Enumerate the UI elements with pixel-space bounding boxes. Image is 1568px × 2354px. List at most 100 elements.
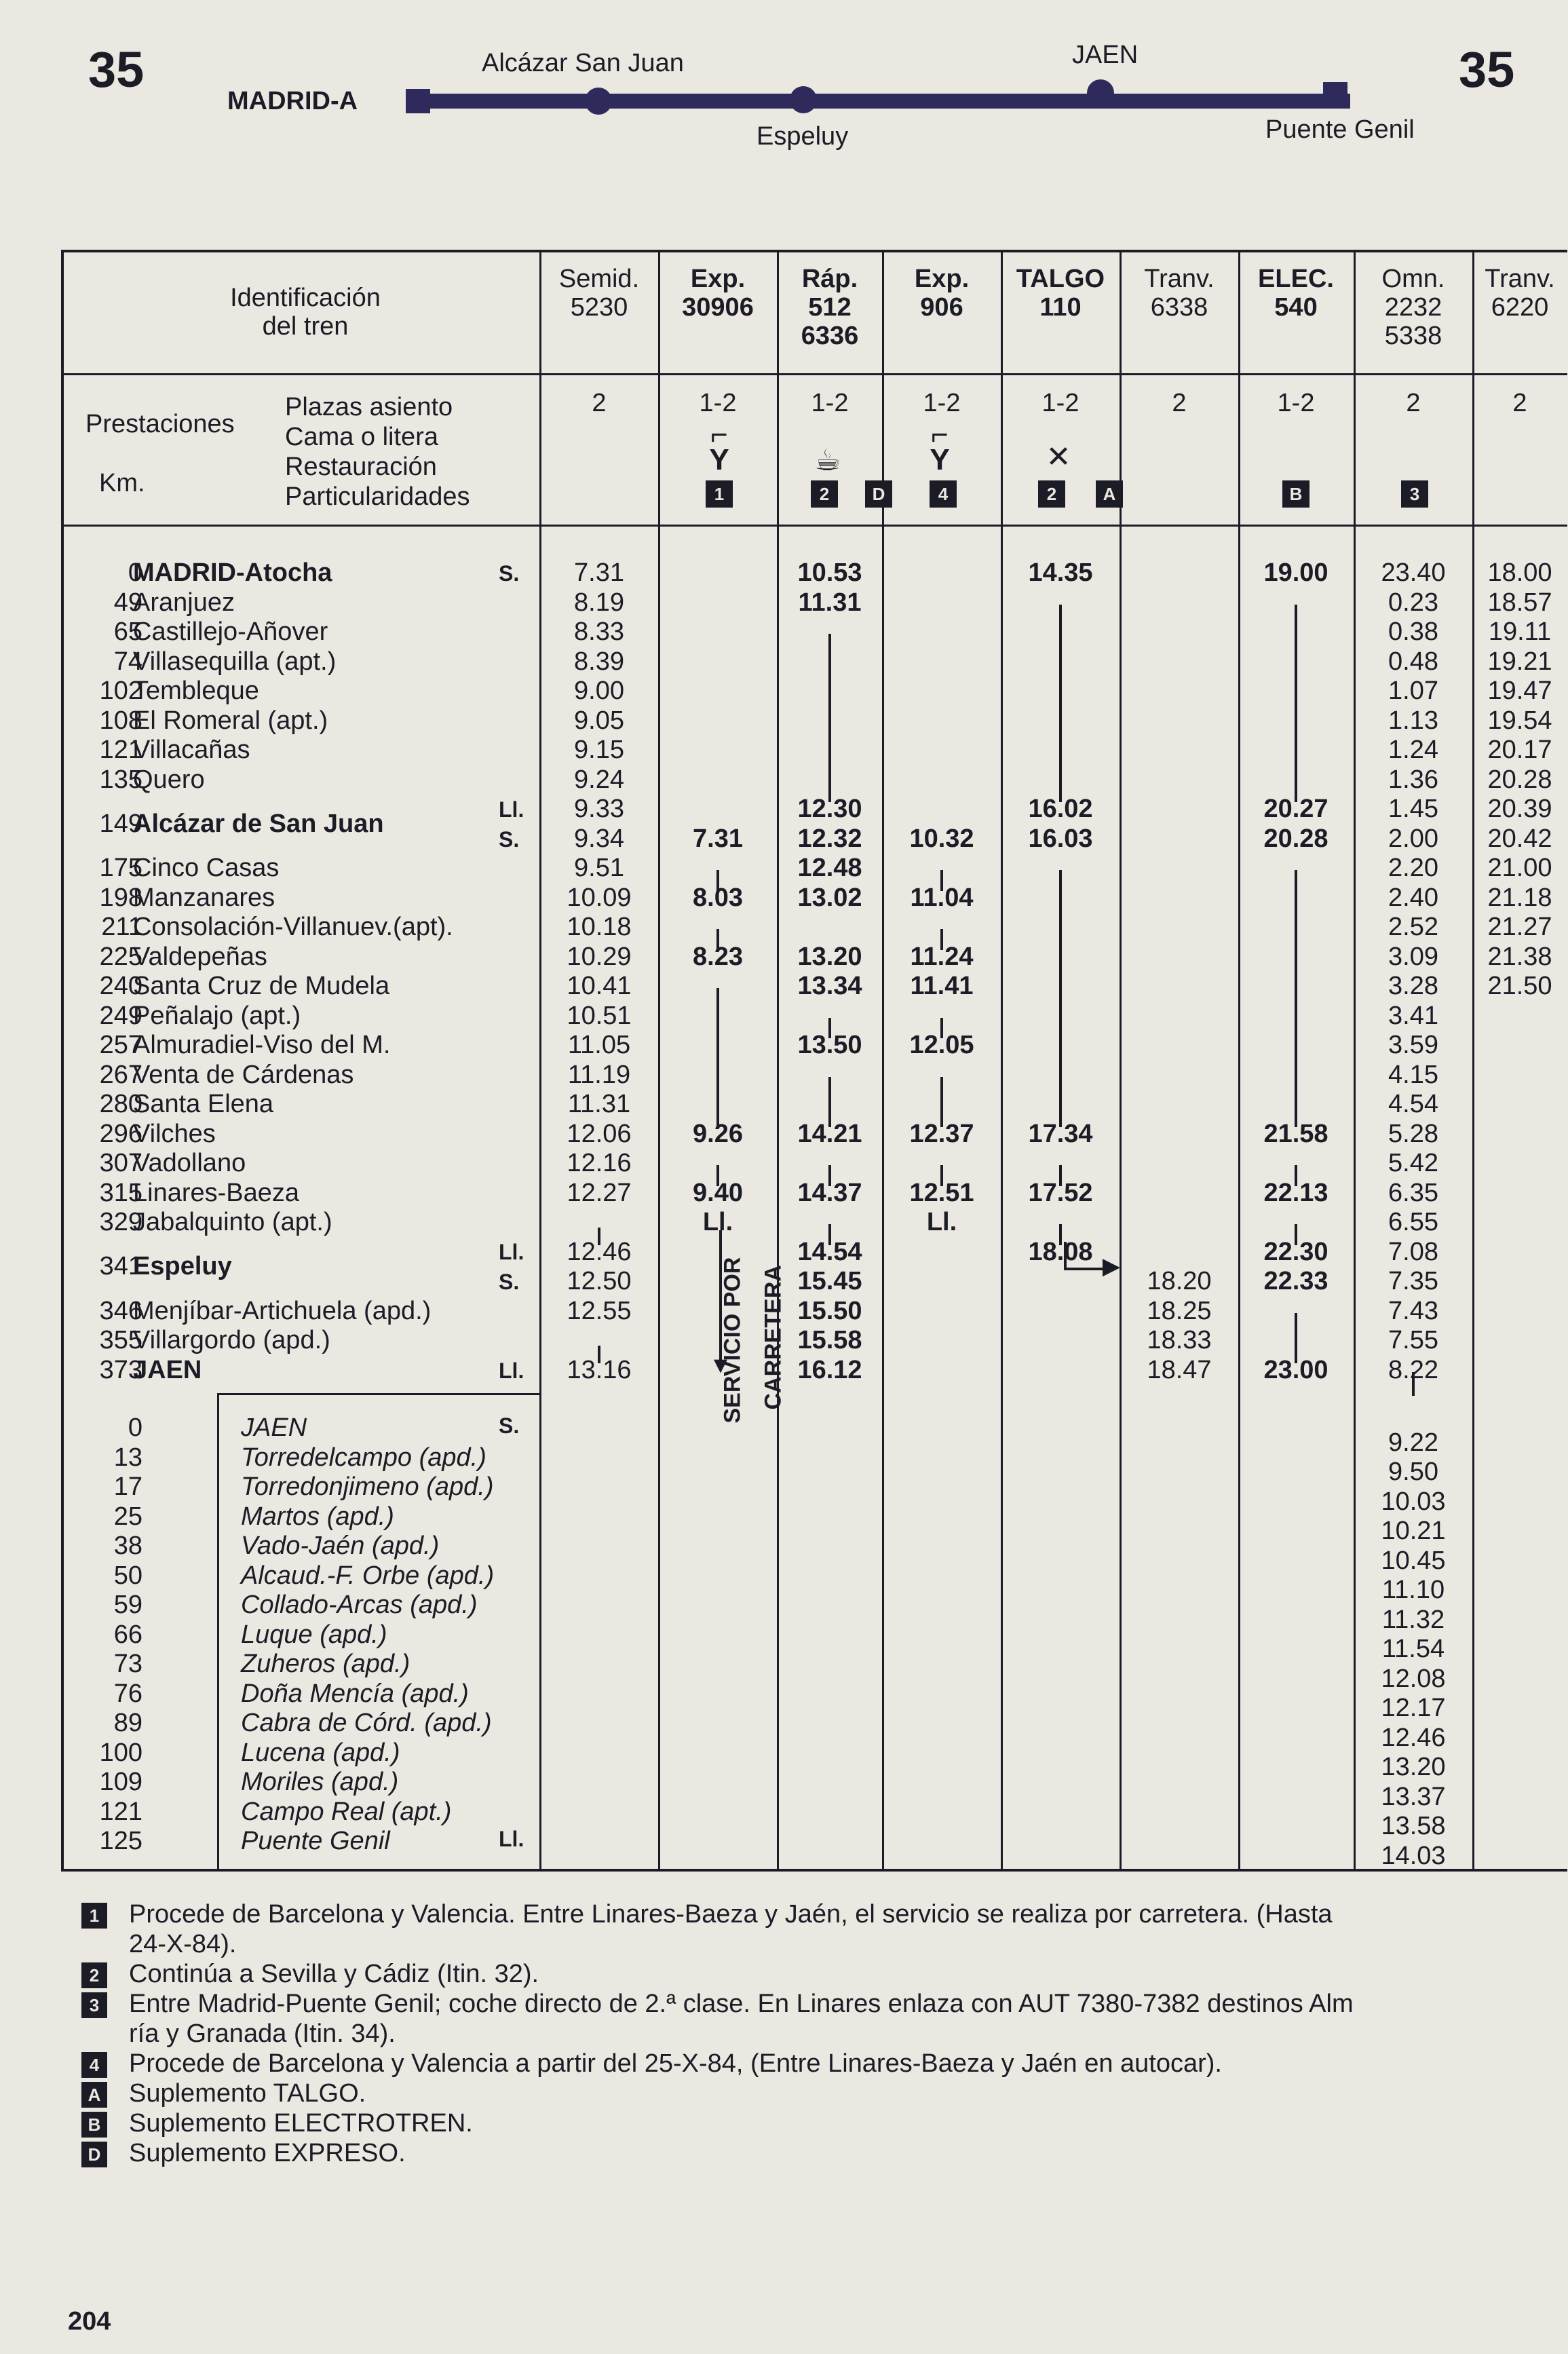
col-divider-6 <box>1238 250 1240 1872</box>
col-divider-0 <box>539 250 541 1872</box>
time-cell: 13.34 <box>797 972 862 1000</box>
col-divider-8 <box>1472 250 1474 1872</box>
station-name: Castillejo-Añover <box>133 618 328 646</box>
footnote-text: Suplemento EXPRESO. <box>129 2139 406 2167</box>
station-name: Menjíbar-Artichuela (apd.) <box>133 1296 432 1325</box>
time-cell: 5.42 <box>1388 1149 1438 1177</box>
station-km: 315 <box>99 1178 142 1207</box>
time-cell: 1.45 <box>1388 795 1438 823</box>
route-start: MADRID-A <box>227 87 358 115</box>
rail-stop-espeluy <box>790 86 817 113</box>
time-cell: 9.24 <box>574 765 624 794</box>
branch-station-km: 125 <box>99 1827 142 1855</box>
talgo-connect-line-v <box>1064 1242 1067 1269</box>
time-cell: 20.28 <box>1263 824 1328 853</box>
header-divider <box>61 373 1567 375</box>
station-km: 65 <box>113 618 142 646</box>
branch-station-suffix: S. <box>499 1413 520 1438</box>
time-cell: 15.58 <box>797 1326 862 1354</box>
station-km: 135 <box>99 765 142 794</box>
time-cell: 18.33 <box>1147 1326 1212 1354</box>
time-cell: 9.50 <box>1388 1458 1438 1487</box>
time-cell: 16.03 <box>1028 824 1093 853</box>
footnote-badge-0: 1 <box>706 480 733 508</box>
branch-station-km: 25 <box>113 1502 142 1531</box>
time-cell: 9.34 <box>574 824 624 853</box>
station-km: 346 <box>99 1296 142 1325</box>
identification-header: Identificación del tren <box>230 284 381 341</box>
bar-icon: Y <box>709 443 729 476</box>
station-name: Jabalquinto (apt.) <box>133 1208 332 1236</box>
time-cell: 22.33 <box>1263 1267 1328 1295</box>
time-cell: 19.11 <box>1488 618 1552 646</box>
time-cell: 10.51 <box>567 1001 632 1030</box>
time-cell: 14.03 <box>1381 1841 1446 1870</box>
time-cell: 7.35 <box>1388 1267 1438 1295</box>
time-cell: 12.08 <box>1381 1664 1446 1693</box>
time-cell: 9.15 <box>574 736 624 764</box>
branch-station-suffix: Ll. <box>499 1827 524 1851</box>
station-name: Espeluy <box>133 1252 232 1281</box>
station-name: Consolación-Villanuev.(apt). <box>133 913 453 941</box>
time-cell: 11.32 <box>1381 1605 1445 1634</box>
time-cell: 19.54 <box>1487 706 1552 735</box>
train-class-8: 2 <box>1512 389 1527 417</box>
particularidades-label: Particularidades <box>285 482 470 511</box>
branch-station-name: Zuheros (apd.) <box>241 1650 410 1678</box>
restauracion-label: Restauración <box>285 453 437 481</box>
time-cell: 9.33 <box>574 795 624 823</box>
time-cell: 2.00 <box>1388 824 1438 853</box>
time-cell: 3.28 <box>1388 972 1438 1000</box>
station-km: 225 <box>99 942 142 971</box>
train-header-2: Ráp. 512 6336 <box>801 265 859 350</box>
time-cell: 11.31 <box>567 1090 631 1118</box>
station-km: 249 <box>99 1001 142 1030</box>
time-cell: 10.29 <box>567 942 632 971</box>
footnote-text: Suplemento TALGO. <box>129 2079 366 2108</box>
time-cell: 8.33 <box>574 618 624 646</box>
train-header-5: Tranv. 6338 <box>1144 265 1215 322</box>
branch-station-name: Collado-Arcas (apd.) <box>241 1591 478 1619</box>
col-divider-7 <box>1354 250 1356 1872</box>
time-cell: 3.09 <box>1388 942 1438 971</box>
time-cell: 23.40 <box>1381 558 1446 587</box>
time-cell: 20.42 <box>1487 824 1552 853</box>
table-number-right: 35 <box>1459 41 1515 98</box>
branch-station-km: 100 <box>99 1738 142 1767</box>
pass-through-line <box>1295 1165 1297 1186</box>
branch-station-name: Martos (apd.) <box>241 1502 394 1531</box>
time-cell: 14.35 <box>1028 558 1093 587</box>
pass-through-line <box>1059 604 1062 803</box>
time-cell: 10.21 <box>1381 1517 1446 1546</box>
time-cell: 12.06 <box>567 1119 632 1148</box>
pass-through-line <box>598 1345 600 1363</box>
time-cell: 8.39 <box>574 647 624 676</box>
station-km: 198 <box>99 883 142 912</box>
time-cell: 4.15 <box>1388 1060 1438 1089</box>
station-km: 49 <box>113 588 142 617</box>
footnote-badge-4: 2 <box>1038 480 1065 508</box>
time-cell: 11.19 <box>567 1060 631 1089</box>
time-cell: 10.18 <box>567 913 632 941</box>
footnote-badge-2: D <box>865 480 892 508</box>
branch-station-km: 0 <box>128 1413 142 1442</box>
train-class-4: 1-2 <box>1041 389 1079 417</box>
station-km: 175 <box>99 854 142 882</box>
branch-station-km: 59 <box>113 1591 142 1619</box>
station-name: Vilches <box>133 1119 216 1148</box>
station-km: 355 <box>99 1326 142 1354</box>
time-cell: 11.54 <box>1381 1635 1445 1664</box>
route-stop-3: JAEN <box>1072 41 1139 69</box>
time-cell: 10.53 <box>797 558 862 587</box>
rail-stop-alcazar <box>585 88 612 115</box>
footnote-mark: A <box>81 2082 107 2108</box>
road-service-note-1: SERVICIO POR <box>719 1257 746 1424</box>
station-suffix: S. <box>499 561 520 586</box>
time-cell: 7.31 <box>574 558 624 587</box>
station-name: Peñalajo (apt.) <box>133 1001 301 1030</box>
branch-box-left <box>217 1393 219 1870</box>
pass-through-line <box>716 929 719 950</box>
time-cell: 1.24 <box>1388 736 1438 764</box>
road-arrow-down-icon: ▼ <box>709 1352 732 1378</box>
col-divider-5 <box>1120 250 1122 1872</box>
